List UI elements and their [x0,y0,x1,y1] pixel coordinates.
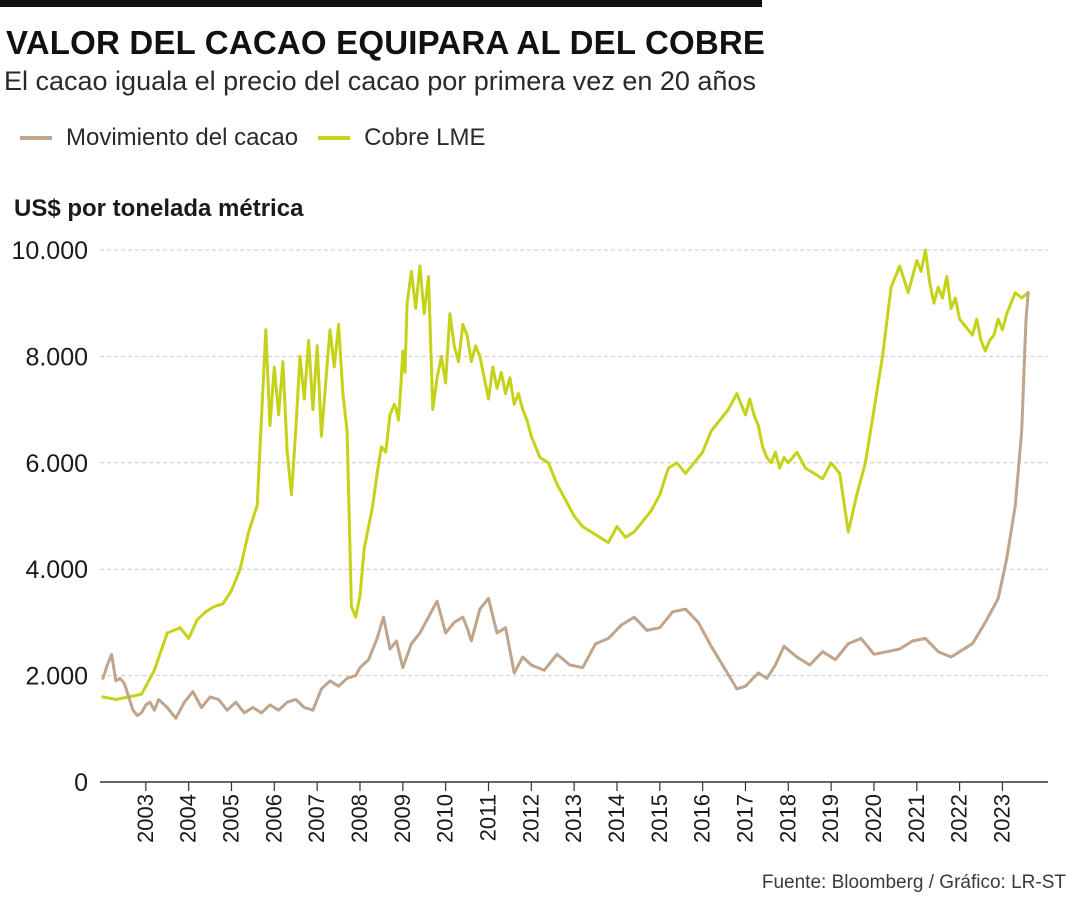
legend: Movimiento del cacao Cobre LME [20,122,506,154]
x-tick-label: 2013 [561,794,586,843]
x-tick-label: 2005 [218,794,243,843]
x-tick-label: 2015 [647,794,672,843]
x-tick-label: 2012 [518,794,543,843]
x-axis: 2003 2004 2005 2006 2007 2008 2009 2010 2011 2012… [100,781,1048,843]
x-tick-label: 2014 [604,794,629,843]
x-tick-label: 2010 [433,794,458,843]
y-tick-label: 0 [74,769,88,797]
y-axis-label: US$ por tonelada métrica [14,195,304,222]
x-tick-label: 2020 [861,794,886,843]
gridlines [100,249,1048,677]
legend-label-cobre: Cobre LME [364,124,486,151]
x-tick-label: 2022 [947,794,972,843]
x-tick-label: 2007 [304,794,329,843]
x-tick-label: 2011 [475,794,500,841]
source-note: Fuente: Bloomberg / Gráfico: LR-ST [761,872,1066,893]
series-line-cobre [101,248,1030,701]
y-tick-label: 8.000 [25,343,88,371]
chart-title: VALOR DEL CACAO EQUIPARA AL DEL COBRE [6,24,766,61]
y-tick-label: 6.000 [25,450,88,478]
x-tick-label: 2004 [176,794,201,843]
legend-label-cacao: Movimiento del cacao [66,124,299,151]
x-tick-label: 2018 [775,794,800,843]
y-tick-label: 2.000 [25,663,88,691]
y-axis: 0 2.000 4.000 6.000 8.000 10.000 [12,237,88,797]
x-tick-label: 2006 [261,794,286,843]
legend-item-cobre: Cobre LME [318,124,486,152]
legend-item-cacao: Movimiento del cacao [20,124,298,152]
x-tick-label: 2023 [989,794,1014,843]
x-tick-label: 2016 [690,794,715,843]
y-tick-label: 10.000 [12,237,88,265]
y-tick-label: 4.000 [25,556,88,584]
chart-subtitle: El cacao iguala el precio del cacao por … [4,66,756,96]
top-rule [0,0,762,7]
x-tick-label: 2021 [904,794,929,843]
x-tick-label: 2009 [390,794,415,843]
series-group [101,248,1030,720]
series-line-cacao [101,291,1030,720]
x-tick-label: 2017 [732,794,757,843]
x-tick-label: 2003 [133,794,158,843]
legend-swatch-cobre [318,136,351,140]
legend-swatch-cacao [20,136,52,140]
x-tick-label: 2019 [818,794,843,843]
x-tick-label: 2008 [347,794,372,843]
